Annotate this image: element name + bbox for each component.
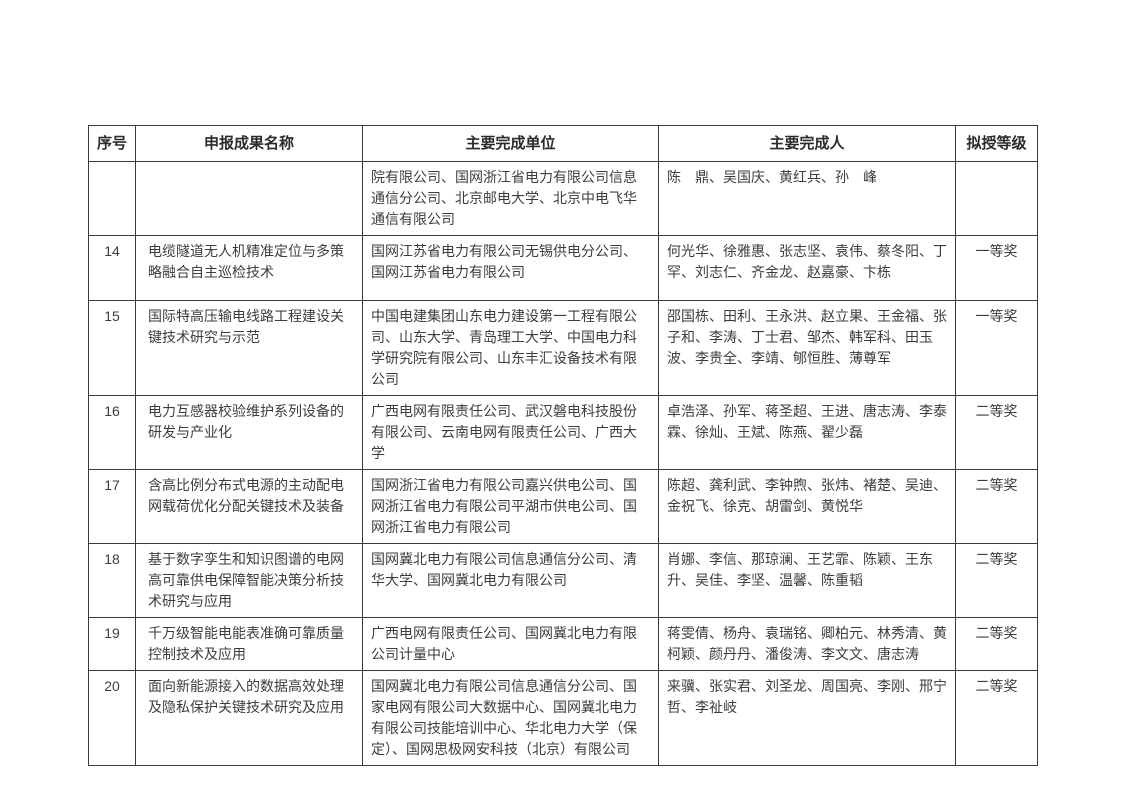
table-row: 20 面向新能源接入的数据高效处理及隐私保护关键技术研究及应用 国网冀北电力有限… <box>88 670 1038 766</box>
cell-serial: 20 <box>88 670 136 766</box>
table-row: 18 基于数字孪生和知识图谱的电网高可靠供电保障智能决策分析技术研究与应用 国网… <box>88 543 1038 618</box>
table-row: 院有限公司、国网浙江省电力有限公司信息通信分公司、北京邮电大学、北京中电飞华通信… <box>88 161 1038 236</box>
table-row: 17 含高比例分布式电源的主动配电网载荷优化分配关键技术及装备 国网浙江省电力有… <box>88 469 1038 544</box>
cell-units: 广西电网有限责任公司、国网冀北电力有限公司计量中心 <box>362 617 659 671</box>
cell-serial: 15 <box>88 300 136 396</box>
cell-grade: 二等奖 <box>955 543 1038 618</box>
cell-project-name: 电力互感器校验维护系列设备的研发与产业化 <box>135 395 363 470</box>
cell-project-name: 电缆隧道无人机精准定位与多策略融合自主巡检技术 <box>135 235 363 301</box>
table-row: 14 电缆隧道无人机精准定位与多策略融合自主巡检技术 国网江苏省电力有限公司无锡… <box>88 235 1038 301</box>
cell-people: 何光华、徐雅惠、张志坚、袁伟、蔡冬阳、丁罕、刘志仁、齐金龙、赵嘉豪、卞栋 <box>658 235 956 301</box>
table-row: 15 国际特高压输电线路工程建设关键技术研究与示范 中国电建集团山东电力建设第一… <box>88 300 1038 396</box>
cell-project-name <box>135 161 363 236</box>
cell-grade: 二等奖 <box>955 617 1038 671</box>
cell-units: 国网冀北电力有限公司信息通信分公司、清华大学、国网冀北电力有限公司 <box>362 543 659 618</box>
cell-grade: 一等奖 <box>955 300 1038 396</box>
cell-serial: 18 <box>88 543 136 618</box>
col-header-serial: 序号 <box>88 125 136 162</box>
cell-people: 来骥、张实君、刘圣龙、周国亮、李刚、邢宁哲、李祉岐 <box>658 670 956 766</box>
cell-units: 国网冀北电力有限公司信息通信分公司、国家电网有限公司大数据中心、国网冀北电力有限… <box>362 670 659 766</box>
col-header-people: 主要完成人 <box>658 125 956 162</box>
table-row: 19 千万级智能电能表准确可靠质量控制技术及应用 广西电网有限责任公司、国网冀北… <box>88 617 1038 671</box>
cell-units: 国网浙江省电力有限公司嘉兴供电公司、国网浙江省电力有限公司平湖市供电公司、国网浙… <box>362 469 659 544</box>
col-header-units: 主要完成单位 <box>362 125 659 162</box>
cell-project-name: 国际特高压输电线路工程建设关键技术研究与示范 <box>135 300 363 396</box>
cell-project-name: 面向新能源接入的数据高效处理及隐私保护关键技术研究及应用 <box>135 670 363 766</box>
table-row: 16 电力互感器校验维护系列设备的研发与产业化 广西电网有限责任公司、武汉磐电科… <box>88 395 1038 470</box>
cell-project-name: 基于数字孪生和知识图谱的电网高可靠供电保障智能决策分析技术研究与应用 <box>135 543 363 618</box>
cell-people: 陈超、龚利武、李钟煦、张炜、褚楚、吴迪、金祝飞、徐克、胡雷剑、黄悦华 <box>658 469 956 544</box>
cell-grade: 二等奖 <box>955 395 1038 470</box>
cell-units: 院有限公司、国网浙江省电力有限公司信息通信分公司、北京邮电大学、北京中电飞华通信… <box>362 161 659 236</box>
cell-serial <box>88 161 136 236</box>
cell-serial: 14 <box>88 235 136 301</box>
col-header-project-name: 申报成果名称 <box>135 125 363 162</box>
cell-grade: 二等奖 <box>955 469 1038 544</box>
cell-people: 卓浩泽、孙军、蒋圣超、王进、唐志涛、李泰霖、徐灿、王斌、陈燕、翟少磊 <box>658 395 956 470</box>
cell-grade: 一等奖 <box>955 235 1038 301</box>
cell-project-name: 千万级智能电能表准确可靠质量控制技术及应用 <box>135 617 363 671</box>
cell-project-name: 含高比例分布式电源的主动配电网载荷优化分配关键技术及装备 <box>135 469 363 544</box>
cell-grade: 二等奖 <box>955 670 1038 766</box>
table-header-row: 序号 申报成果名称 主要完成单位 主要完成人 拟授等级 <box>88 125 1038 162</box>
col-header-grade: 拟授等级 <box>955 125 1038 162</box>
cell-people: 蒋雯倩、杨舟、袁瑞铭、卿柏元、林秀清、黄柯颖、颜丹丹、潘俊涛、李文文、唐志涛 <box>658 617 956 671</box>
award-results-table: 序号 申报成果名称 主要完成单位 主要完成人 拟授等级 院有限公司、国网浙江省电… <box>88 125 1038 766</box>
cell-serial: 16 <box>88 395 136 470</box>
cell-serial: 17 <box>88 469 136 544</box>
cell-people: 陈 鼎、吴国庆、黄红兵、孙 峰 <box>658 161 956 236</box>
cell-serial: 19 <box>88 617 136 671</box>
cell-units: 广西电网有限责任公司、武汉磐电科技股份有限公司、云南电网有限责任公司、广西大学 <box>362 395 659 470</box>
cell-units: 中国电建集团山东电力建设第一工程有限公司、山东大学、青岛理工大学、中国电力科学研… <box>362 300 659 396</box>
cell-grade <box>955 161 1038 236</box>
cell-units: 国网江苏省电力有限公司无锡供电分公司、国网江苏省电力有限公司 <box>362 235 659 301</box>
cell-people: 邵国栋、田利、王永洪、赵立果、王金福、张子和、李涛、丁士君、邹杰、韩军科、田玉波… <box>658 300 956 396</box>
cell-people: 肖娜、李信、那琼澜、王艺霏、陈颖、王东升、吴佳、李坚、温馨、陈重韬 <box>658 543 956 618</box>
